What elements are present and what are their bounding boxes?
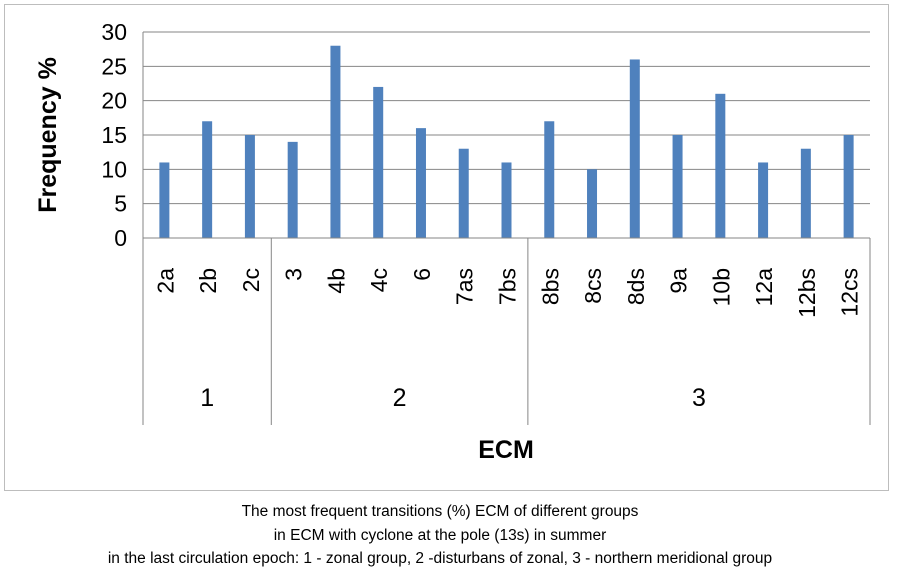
- bar: [587, 169, 598, 238]
- bar: [758, 162, 769, 238]
- x-tick-label: 12bs: [794, 268, 820, 318]
- y-tick-label: 20: [101, 88, 127, 114]
- bar: [159, 162, 170, 238]
- y-tick-label: 30: [101, 19, 127, 45]
- x-tick-label: 2c: [238, 268, 264, 292]
- x-axis-title: ECM: [478, 436, 534, 464]
- x-tick-label: 7bs: [495, 268, 521, 305]
- bar: [843, 135, 854, 238]
- x-tick-label: 2a: [152, 268, 178, 294]
- x-tick-label: 8ds: [623, 268, 649, 305]
- x-tick-label: 2b: [195, 268, 221, 294]
- x-tick-label: 3: [281, 268, 307, 281]
- x-tick-label: 8cs: [580, 268, 606, 304]
- bar: [629, 59, 640, 238]
- group-label: 3: [692, 384, 706, 412]
- group-label: 1: [200, 384, 214, 412]
- bar: [415, 128, 426, 238]
- y-tick-label: 10: [101, 156, 127, 182]
- x-tick-label: 8bs: [537, 268, 563, 305]
- x-tick-label: 6: [409, 268, 435, 281]
- bar-chart: 0 5 10 15 20 25 30 1 2 3 2a 2b 2c 3 4b 4c 6 7as 7bs 8bs 8cs 8…: [34, 19, 871, 464]
- group-label: 2: [393, 384, 407, 412]
- bar: [330, 45, 341, 238]
- bar: [715, 93, 726, 238]
- bar: [373, 86, 384, 238]
- bar: [501, 162, 512, 238]
- chart-frame: [4, 4, 889, 491]
- y-tick-label: 0: [114, 225, 127, 251]
- bar: [544, 121, 555, 238]
- y-tick-label: 25: [101, 53, 127, 79]
- caption-line-1: The most frequent transitions (%) ECM of…: [241, 503, 639, 520]
- y-axis-title: Frequency %: [34, 57, 62, 213]
- bar: [202, 121, 213, 238]
- y-tick-label: 5: [114, 191, 127, 217]
- x-tick-label: 4c: [366, 268, 392, 292]
- bar: [672, 135, 683, 238]
- bar: [800, 148, 811, 238]
- x-tick-label: 4b: [323, 268, 349, 294]
- x-tick-label: 12cs: [837, 268, 863, 317]
- caption-line-3: in the last circulation epoch: 1 - zonal…: [107, 550, 773, 567]
- x-tick-label: 9a: [666, 268, 692, 294]
- caption-line-2: in ECM with cyclone at the pole (13s) in…: [273, 526, 607, 544]
- bar: [287, 141, 298, 238]
- x-tick-label: 7as: [452, 268, 478, 305]
- bar: [244, 135, 255, 238]
- x-tick-label: 12a: [751, 268, 777, 307]
- chart-caption: The most frequent transitions (%) ECM of…: [0, 500, 880, 571]
- y-tick-label: 15: [101, 122, 127, 148]
- bar: [458, 148, 469, 238]
- x-tick-label: 10b: [708, 268, 734, 306]
